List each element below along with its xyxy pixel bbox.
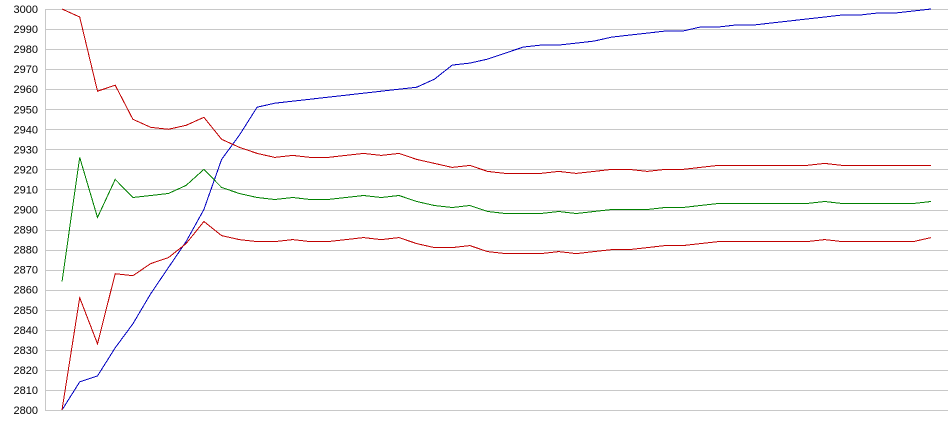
y-tick-label: 2800 <box>14 405 38 417</box>
series-lines <box>61 8 932 411</box>
series-line-1 <box>61 8 932 411</box>
y-tick-label: 2810 <box>14 385 38 397</box>
series-line-4 <box>61 220 932 411</box>
y-tick-label: 2970 <box>14 64 38 76</box>
y-tick-label: 2890 <box>14 225 38 237</box>
y-tick-label: 2840 <box>14 325 38 337</box>
y-tick-label: 2880 <box>14 245 38 257</box>
y-tick-label: 2960 <box>14 84 38 96</box>
y-tick-label: 2870 <box>14 265 38 277</box>
y-tick-label: 3000 <box>14 4 38 16</box>
y-tick-label: 2930 <box>14 144 38 156</box>
y-tick-label: 2920 <box>14 164 38 176</box>
y-tick-label: 2820 <box>14 365 38 377</box>
y-tick-label: 2910 <box>14 184 38 196</box>
y-tick-label: 2860 <box>14 285 38 297</box>
y-tick-label: 2850 <box>14 305 38 317</box>
y-tick-label: 2940 <box>14 124 38 136</box>
series-line-3 <box>61 157 932 282</box>
gridlines <box>45 9 948 411</box>
y-tick-label: 2830 <box>14 345 38 357</box>
y-tick-label: 2990 <box>14 24 38 36</box>
y-tick-label: 2950 <box>14 104 38 116</box>
y-axis-tick-labels: 2800 2810 2820 2830 2840 2850 2860 2870 2880 2890… <box>14 4 38 417</box>
y-tick-label: 2900 <box>14 205 38 217</box>
series-line-2 <box>61 8 931 174</box>
y-tick-label: 2980 <box>14 44 38 56</box>
